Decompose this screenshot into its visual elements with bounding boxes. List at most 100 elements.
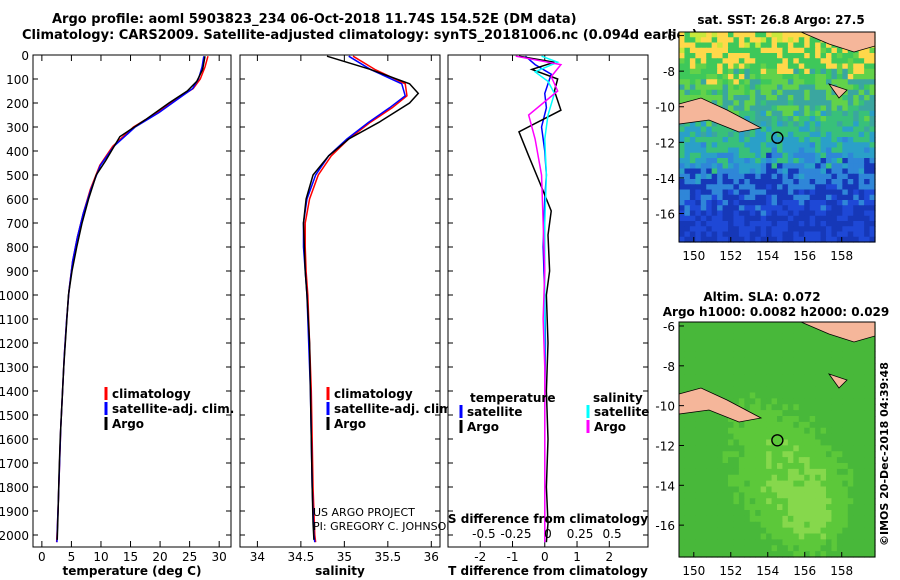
map-cell <box>684 63 691 70</box>
map-cell <box>853 105 860 112</box>
map-cell <box>777 451 784 458</box>
map-cell <box>717 357 724 364</box>
map-cell <box>760 168 767 175</box>
map-cell <box>798 545 805 552</box>
map-cell <box>695 510 702 517</box>
map-cell <box>695 416 702 423</box>
map-cell <box>826 421 833 429</box>
map-cell <box>858 457 865 464</box>
map-cell <box>815 158 822 164</box>
map-cell <box>749 47 756 54</box>
map-cell <box>853 221 860 227</box>
map-cell <box>836 351 843 358</box>
map-cell <box>869 84 876 91</box>
map-cell <box>836 474 843 482</box>
map-cell <box>684 68 691 75</box>
map-cell <box>831 427 838 435</box>
map-cell <box>847 510 854 517</box>
map-cell <box>738 363 745 370</box>
map-cell <box>700 200 707 206</box>
map-cell <box>798 110 805 117</box>
map-cell <box>804 333 811 341</box>
map-cell <box>766 68 773 75</box>
map-cell <box>782 142 789 149</box>
map-cell <box>836 179 843 185</box>
map-cell <box>869 504 876 511</box>
map-cell <box>847 369 854 376</box>
map-cell <box>749 110 756 117</box>
map-cell <box>842 515 849 523</box>
map-cell <box>755 533 762 540</box>
map-cell <box>717 498 724 505</box>
map-cell <box>864 363 871 370</box>
map-cell <box>831 333 838 341</box>
map-cell <box>793 236 800 243</box>
map-cell <box>717 142 724 149</box>
map-cell <box>728 42 735 49</box>
map-cell <box>777 74 784 80</box>
map-cell <box>809 480 816 488</box>
map-cell <box>787 521 794 529</box>
map-cell <box>782 551 789 558</box>
map-cell <box>695 89 702 96</box>
map-cell <box>755 121 762 128</box>
map-cell <box>722 463 729 470</box>
map-cell <box>749 89 756 96</box>
map-cell <box>847 74 854 80</box>
map-cell <box>831 468 838 476</box>
map-cell <box>755 486 762 493</box>
map-cell <box>798 369 805 376</box>
map-cell <box>689 339 696 347</box>
map-cell <box>711 492 718 499</box>
map-cell <box>766 179 773 185</box>
map-cell <box>793 189 800 196</box>
legend-label: climatology <box>112 387 191 401</box>
map-cell <box>689 231 696 238</box>
map-cell <box>722 474 729 482</box>
map-cell <box>711 521 718 529</box>
map-cell <box>744 433 751 441</box>
map-cell <box>809 351 816 358</box>
map-cell <box>733 427 740 435</box>
map-cell <box>820 433 827 441</box>
map-cell <box>809 416 816 423</box>
map-cell <box>826 533 833 540</box>
map-cell <box>864 339 871 347</box>
map-cell <box>722 63 729 70</box>
map-cell <box>684 158 691 164</box>
map-cell <box>782 215 789 222</box>
map-cell <box>755 374 762 382</box>
map-cell <box>831 351 838 358</box>
map-cell <box>815 179 822 185</box>
map-cell <box>684 545 691 552</box>
map-cell <box>722 498 729 505</box>
map-cell <box>755 137 762 143</box>
map-cell <box>755 398 762 405</box>
map-cell <box>853 147 860 154</box>
map-cell <box>787 322 794 329</box>
map-cell <box>864 95 871 101</box>
map-cell <box>711 527 718 535</box>
map-cell <box>717 158 724 164</box>
map-cell <box>842 369 849 376</box>
map-cell <box>798 527 805 535</box>
map-cell <box>684 89 691 96</box>
map-cell <box>728 445 735 452</box>
map-cell <box>749 147 756 154</box>
map-cell <box>689 451 696 458</box>
map-cell <box>706 468 713 476</box>
map-cell <box>717 380 724 388</box>
map-cell <box>842 404 849 411</box>
map-cell <box>864 47 871 54</box>
map-cell <box>689 126 696 133</box>
map-cell <box>782 105 789 112</box>
map-cell <box>820 58 827 65</box>
map-cell <box>787 545 794 552</box>
map-cell <box>695 421 702 429</box>
map-cell <box>787 231 794 238</box>
map-cell <box>798 79 805 86</box>
map-cell <box>815 210 822 217</box>
map-cell <box>809 327 816 335</box>
map-cell <box>804 205 811 212</box>
map-cell <box>793 63 800 70</box>
